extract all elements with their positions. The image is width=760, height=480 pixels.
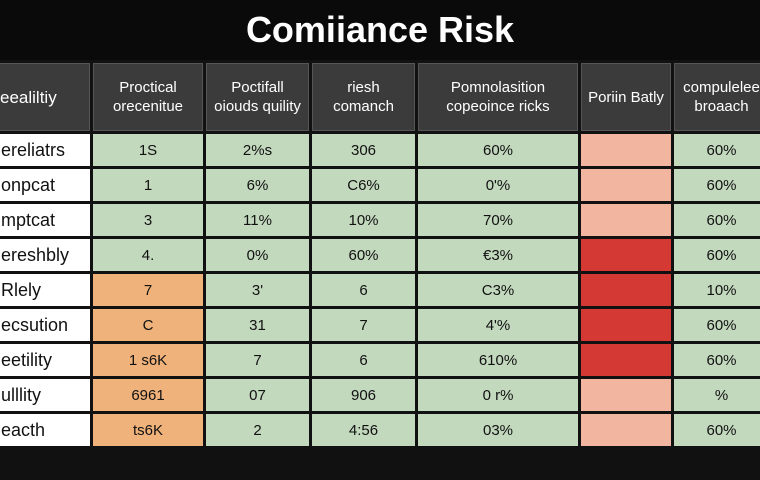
column-header: riesh comanch [312,63,415,131]
table-cell: 31 [206,309,309,341]
table-cell: 0% [206,239,309,271]
column-header: compulelee broaach [674,63,760,131]
table-row: ereliatrs 1S 2%s 306 60% 60% [0,134,760,166]
table-cell: 60% [312,239,415,271]
table-cell [581,239,671,271]
table-cell [581,134,671,166]
table-cell: ts6K [93,414,203,446]
table-cell: 3 [93,204,203,236]
risk-table: eealiltiy Proctical orecenitue Poctifall… [0,60,760,449]
table-cell: 7 [93,274,203,306]
table-cell: 07 [206,379,309,411]
column-header: Pomnolasition copeoince ricks [418,63,578,131]
table-cell: 11% [206,204,309,236]
table-cell: 1S [93,134,203,166]
row-label: Rlely [0,274,90,306]
risk-table-container: eealiltiy Proctical orecenitue Poctifall… [0,60,760,480]
table-row: ulllity 6961 07 906 0 r%% [0,379,760,411]
table-cell: 4. [93,239,203,271]
table-cell: 6 [312,344,415,376]
table-cell [581,414,671,446]
table-cell: 906 [312,379,415,411]
table-cell: 3' [206,274,309,306]
table-cell: 7 [312,309,415,341]
table-cell: 03% [418,414,578,446]
table-row: ereshbly 4. 0% 60% €3% 60% [0,239,760,271]
table-cell [581,344,671,376]
table-cell: 4:56 [312,414,415,446]
table-cell: 60% [674,239,760,271]
table-cell: 60% [674,204,760,236]
column-header: Poctifall oiouds quility [206,63,309,131]
table-cell: % [674,379,760,411]
table-row: mptcat 3 11% 10% 70% 60% [0,204,760,236]
table-row: eetility 1 s6K 7 6 610% 60% [0,344,760,376]
table-cell: 60% [674,169,760,201]
table-row: onpcat 1 6% C6% 0'% 60% [0,169,760,201]
table-cell [581,204,671,236]
row-label: ereliatrs [0,134,90,166]
table-row: ecsution C 31 7 4'% 60% [0,309,760,341]
row-label: eacth [0,414,90,446]
column-header: eealiltiy [0,63,90,131]
table-cell: 60% [674,134,760,166]
table-cell [581,309,671,341]
table-cell: 0'% [418,169,578,201]
table-cell: €3% [418,239,578,271]
table-cell: 6% [206,169,309,201]
table-cell: 60% [674,309,760,341]
table-cell: 6961 [93,379,203,411]
table-cell: C3% [418,274,578,306]
table-cell: 10% [674,274,760,306]
table-body: ereliatrs 1S 2%s 306 60% 60% onpcat 1 6% C6% 0'% 60… [0,134,760,446]
row-label: ulllity [0,379,90,411]
row-label: mptcat [0,204,90,236]
table-cell: 610% [418,344,578,376]
table-cell: 60% [418,134,578,166]
table-cell: 1 s6K [93,344,203,376]
table-cell: 7 [206,344,309,376]
page-title: Comiiance Risk [0,0,760,60]
row-label: eetility [0,344,90,376]
row-label: ereshbly [0,239,90,271]
table-cell: C [93,309,203,341]
table-row: eacth ts6K 2 4:56 03% 60% [0,414,760,446]
table-cell: 2 [206,414,309,446]
table-cell [581,379,671,411]
table-cell: 60% [674,344,760,376]
table-row: Rlely 7 3' 6 C3% 10% [0,274,760,306]
table-cell: 4'% [418,309,578,341]
table-cell: C6% [312,169,415,201]
table-cell: 6 [312,274,415,306]
table-cell: 2%s [206,134,309,166]
row-label: onpcat [0,169,90,201]
table-cell: 70% [418,204,578,236]
table-cell: 60% [674,414,760,446]
table-cell: 1 [93,169,203,201]
table-header-row: eealiltiy Proctical orecenitue Poctifall… [0,63,760,131]
table-cell: 306 [312,134,415,166]
table-cell: 10% [312,204,415,236]
table-cell [581,169,671,201]
column-header: Proctical orecenitue [93,63,203,131]
table-cell: 0 r% [418,379,578,411]
table-cell [581,274,671,306]
column-header: Poriin Batly [581,63,671,131]
row-label: ecsution [0,309,90,341]
